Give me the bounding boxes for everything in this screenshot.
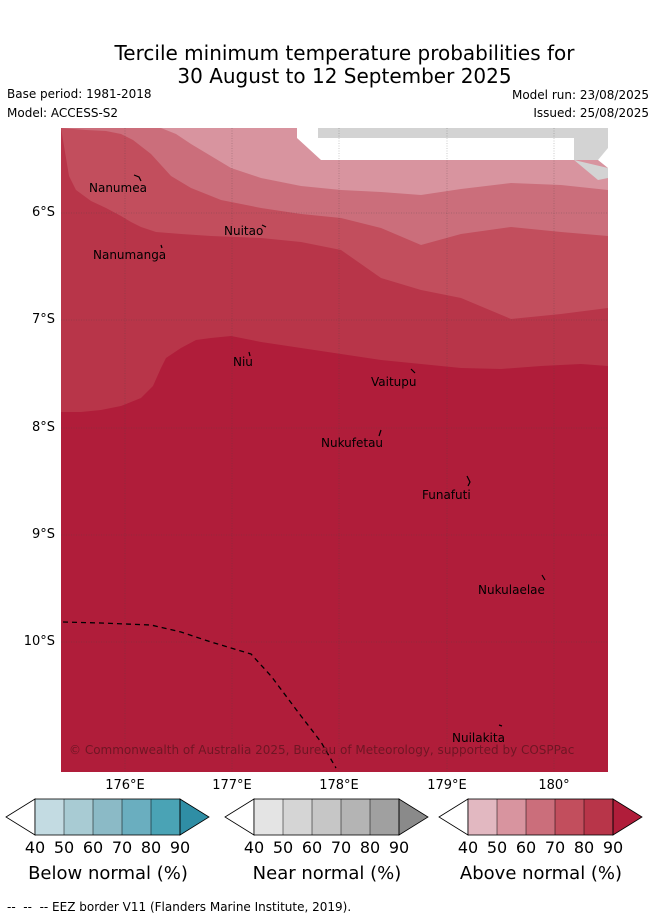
island-label-nanumanga: Nanumanga — [93, 248, 167, 262]
probability-map — [61, 128, 608, 772]
above-normal-title: Above normal (%) — [459, 863, 623, 884]
below-tick-80: 80 — [140, 838, 162, 857]
lon-label-177e: 177°E — [212, 778, 252, 793]
land-mask-grey — [318, 128, 608, 160]
lat-label-6s: 6°S — [31, 205, 55, 220]
eez-footnote: -- -- -- EEZ border V11 (Flanders Marine… — [7, 900, 352, 914]
island-label-niu: Niu — [233, 355, 253, 369]
above-tick-50: 50 — [486, 838, 508, 857]
lat-label-7s: 7°S — [31, 312, 55, 327]
lon-label-179e: 179°E — [427, 778, 467, 793]
below-tick-90: 90 — [169, 838, 191, 857]
lon-label-176e: 176°E — [105, 778, 145, 793]
map-title-line1: Tercile minimum temperature probabilitie… — [114, 41, 575, 65]
near-tick-50: 50 — [272, 838, 294, 857]
island-label-nuitao: Nuitao — [224, 224, 264, 238]
land-mask-grey-bottom — [574, 160, 608, 180]
lon-label-178e: 178°E — [319, 778, 359, 793]
lat-label-10s: 10°S — [23, 634, 55, 649]
copyright-notice: © Commonwealth of Australia 2025, Bureau… — [69, 743, 575, 757]
near-tick-40: 40 — [243, 838, 265, 857]
below-tick-50: 50 — [53, 838, 75, 857]
eez-border — [62, 621, 337, 769]
below-tick-40: 40 — [24, 838, 46, 857]
below-tick-70: 70 — [111, 838, 133, 857]
colorbar-near-normal — [224, 798, 429, 836]
island-label-nukufetau: Nukufetau — [321, 436, 384, 450]
island-label-vaitupu: Vaitupu — [371, 375, 417, 389]
map-title-line2: 30 August to 12 September 2025 — [177, 64, 512, 88]
below-tick-60: 60 — [82, 838, 104, 857]
near-tick-90: 90 — [388, 838, 410, 857]
issued-date: Issued: 25/08/2025 — [533, 106, 649, 120]
above-tick-40: 40 — [457, 838, 479, 857]
below-normal-title: Below normal (%) — [28, 863, 188, 884]
model-name: Model: ACCESS-S2 — [7, 106, 119, 120]
gridlines — [61, 128, 608, 772]
above-tick-80: 80 — [573, 838, 595, 857]
above-tick-70: 70 — [544, 838, 566, 857]
island-label-nukulaelae: Nukulaelae — [478, 583, 545, 597]
base-period: Base period: 1981-2018 — [7, 87, 152, 101]
island-label-nuilakita: Nuilakita — [452, 731, 505, 745]
near-tick-70: 70 — [330, 838, 352, 857]
near-normal-title: Near normal (%) — [252, 863, 402, 884]
model-run-date: Model run: 23/08/2025 — [511, 88, 649, 102]
near-tick-80: 80 — [359, 838, 381, 857]
island-label-nanumea: Nanumea — [89, 181, 147, 195]
island-shapes — [133, 174, 546, 727]
near-tick-60: 60 — [301, 838, 323, 857]
colorbar-below-normal — [5, 798, 210, 836]
lon-label-180: 180° — [538, 778, 570, 793]
above-tick-90: 90 — [602, 838, 624, 857]
island-label-funafuti: Funafuti — [422, 488, 471, 502]
lat-label-9s: 9°S — [31, 527, 55, 542]
lat-label-8s: 8°S — [31, 420, 55, 435]
colorbar-above-normal — [438, 798, 643, 836]
above-tick-60: 60 — [515, 838, 537, 857]
